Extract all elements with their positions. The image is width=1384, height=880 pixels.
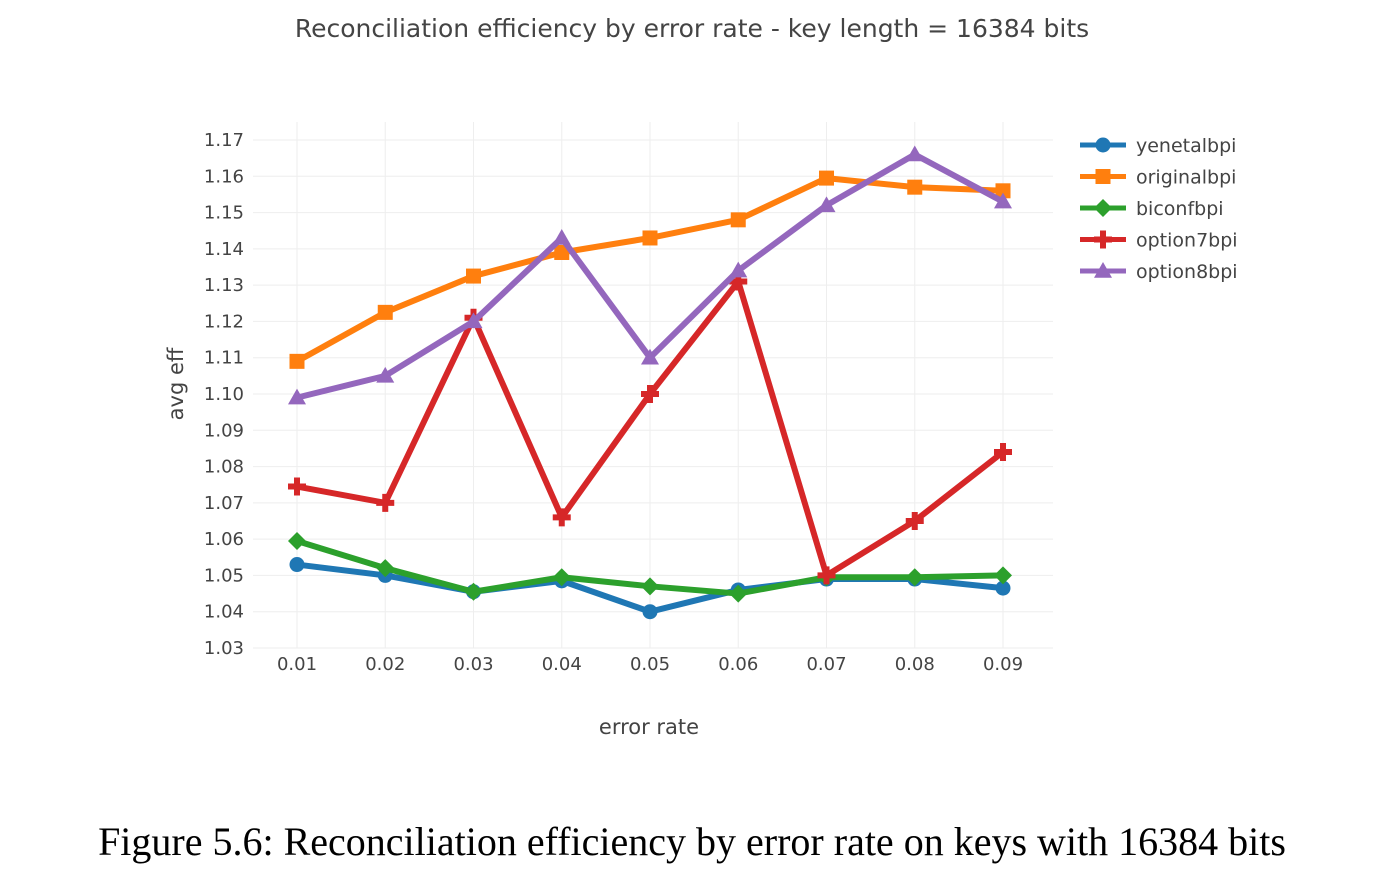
data-point-originalbpi: [642, 230, 658, 246]
data-point-originalbpi: [289, 353, 305, 369]
data-point-option8bpi: [288, 388, 306, 405]
series-layer: [288, 145, 1012, 620]
data-point-originalbpi: [730, 212, 746, 228]
data-point-option7bpi: [288, 477, 306, 496]
y-tick-label: 1.12: [204, 311, 244, 332]
series-originalbpi: [289, 170, 1011, 369]
y-tick-label: 1.06: [204, 529, 244, 550]
data-point-originalbpi: [995, 183, 1011, 199]
y-tick-label: 1.08: [204, 457, 244, 478]
line-chart: Reconciliation efficiency by error rate …: [164, 14, 1238, 739]
legend-swatch-marker: [1094, 230, 1112, 249]
y-tick-label: 1.04: [204, 602, 244, 623]
legend-swatch-marker: [1094, 199, 1112, 217]
data-point-biconfbpi: [376, 559, 395, 578]
data-point-option8bpi: [729, 261, 748, 278]
legend-item-option8bpi[interactable]: option8bpi: [1080, 261, 1238, 283]
data-point-option7bpi: [641, 385, 659, 403]
x-tick-label: 0.08: [895, 654, 935, 675]
x-tick-label: 0.01: [277, 654, 317, 675]
data-point-biconfbpi: [729, 584, 748, 603]
data-point-biconfbpi: [552, 568, 571, 587]
legend-item-option7bpi[interactable]: option7bpi: [1080, 230, 1238, 252]
y-tick-label: 1.11: [204, 348, 244, 369]
y-tick-label: 1.16: [204, 166, 244, 187]
y-tick-label: 1.14: [204, 239, 244, 260]
series-biconfbpi: [288, 531, 1012, 603]
y-tick-label: 1.17: [204, 130, 244, 151]
legend-label: originalbpi: [1136, 167, 1236, 189]
legend-label: biconfbpi: [1136, 198, 1224, 220]
y-axis-ticks: 1.03 1.04 1.05 1.06 1.07 1.08 1.09 1.10 1.11 1.12…: [204, 130, 244, 659]
legend-swatch-marker: [1095, 137, 1111, 153]
chart-title: Reconciliation efficiency by error rate …: [295, 14, 1089, 43]
legend-item-originalbpi[interactable]: originalbpi: [1080, 167, 1236, 189]
legend-label: option7bpi: [1136, 230, 1238, 252]
data-point-option7bpi: [729, 272, 748, 291]
series-option8bpi: [288, 145, 1012, 405]
y-tick-label: 1.09: [204, 420, 244, 441]
data-point-option7bpi: [905, 512, 924, 530]
data-point-biconfbpi: [994, 566, 1012, 585]
x-tick-label: 0.04: [542, 654, 582, 675]
x-tick-label: 0.06: [718, 654, 758, 675]
y-tick-label: 1.07: [204, 493, 244, 514]
data-point-option8bpi: [994, 192, 1012, 209]
data-point-yenetalbpi: [289, 557, 305, 573]
data-point-option7bpi: [376, 493, 395, 512]
x-axis-ticks: 0.01 0.02 0.03 0.04 0.05 0.06 0.07 0.08 0.09: [277, 654, 1023, 675]
x-tick-label: 0.05: [630, 654, 670, 675]
y-tick-label: 1.13: [204, 275, 244, 296]
data-point-originalbpi: [554, 244, 570, 260]
data-point-originalbpi: [907, 179, 923, 195]
legend-item-yenetalbpi[interactable]: yenetalbpi: [1080, 135, 1236, 157]
data-point-option7bpi: [994, 443, 1012, 462]
x-tick-label: 0.09: [983, 654, 1023, 675]
legend-label: option8bpi: [1136, 261, 1238, 283]
data-point-yenetalbpi: [642, 604, 658, 620]
y-tick-label: 1.05: [204, 565, 244, 586]
x-tick-label: 0.02: [365, 654, 405, 675]
data-point-originalbpi: [377, 304, 393, 320]
legend-swatch-marker: [1094, 262, 1112, 278]
x-tick-label: 0.03: [453, 654, 493, 675]
data-point-option8bpi: [905, 145, 924, 162]
legend[interactable]: yenetalbpi originalbpi biconfbpi option7bpi…: [1080, 135, 1238, 283]
data-point-originalbpi: [466, 268, 481, 284]
figure-caption: Figure 5.6: Reconciliation efficiency by…: [98, 819, 1286, 864]
data-point-option8bpi: [817, 196, 836, 213]
data-point-biconfbpi: [288, 531, 306, 550]
x-tick-label: 0.07: [806, 654, 846, 675]
grid: [253, 122, 1053, 649]
data-point-originalbpi: [819, 170, 834, 186]
y-tick-label: 1.10: [204, 384, 244, 405]
legend-item-biconfbpi[interactable]: biconfbpi: [1080, 198, 1224, 220]
legend-label: yenetalbpi: [1136, 135, 1236, 157]
data-point-option8bpi: [641, 348, 659, 365]
x-axis-label: error rate: [599, 715, 699, 739]
y-axis-label: avg eff: [164, 347, 188, 420]
data-point-option8bpi: [376, 366, 395, 383]
data-point-biconfbpi: [464, 582, 483, 601]
data-point-option7bpi: [817, 566, 836, 585]
data-point-yenetalbpi: [995, 580, 1011, 596]
y-tick-label: 1.03: [204, 638, 244, 659]
data-point-option8bpi: [552, 228, 571, 245]
data-point-option7bpi: [552, 508, 571, 527]
legend-swatch-marker: [1095, 169, 1111, 184]
data-point-option8bpi: [464, 312, 483, 329]
data-point-biconfbpi: [905, 568, 924, 587]
y-tick-label: 1.15: [204, 203, 244, 224]
data-point-biconfbpi: [641, 577, 659, 596]
